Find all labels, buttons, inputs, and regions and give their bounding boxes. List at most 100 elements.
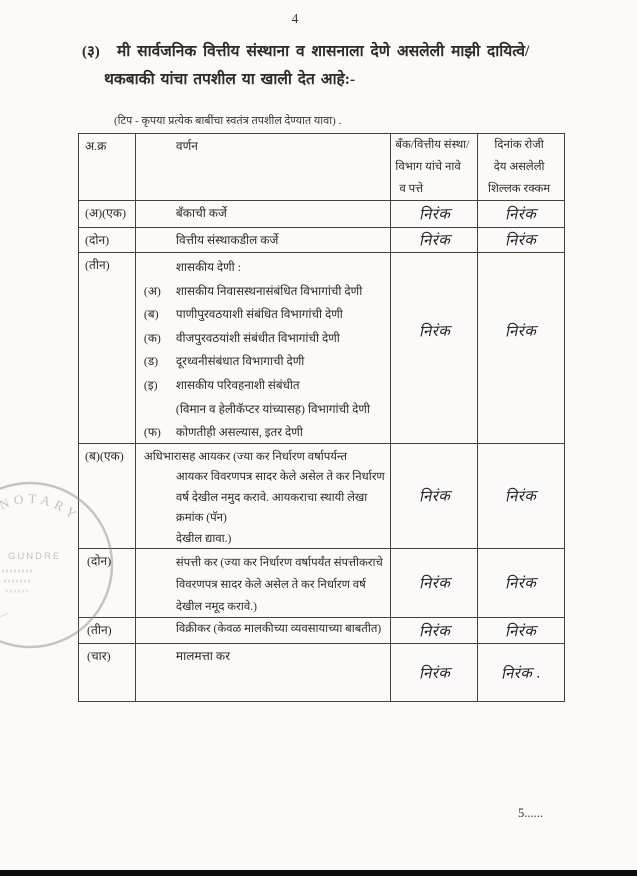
table-row-income-tax: (ब)(एक) अधिभारासह आयकर (ज्या कर निर्धारण… (79, 444, 564, 549)
description-cell: विक्रीकर (केवळ मालकीच्या व्यवसायाच्या बा… (136, 618, 392, 643)
description-text: बँकाची कर्जे (175, 206, 227, 220)
sub-item-text: पाणीपुरवठयाशी संबंधित विभागांची देणी (175, 307, 343, 322)
page-number-bottom: 5...... (518, 806, 543, 820)
clause-number: (३) (82, 44, 100, 60)
description-cell: वित्तीय संस्थाकडील कर्जे (136, 228, 392, 252)
handwritten-nil: निरंक (505, 206, 538, 224)
header-amount-line: दिनांक रोजी (494, 139, 544, 151)
description-cell: शासकीय देणी : (अ) शासकीय निवासस्थनासंबंध… (136, 253, 392, 443)
handwritten-nil: निरंक (505, 622, 538, 641)
header-bank-line: व पत्ते (399, 183, 424, 195)
handwritten-nil: निरंक (505, 575, 538, 593)
header-amount-line: देय असलेली (493, 161, 545, 173)
handwritten-nil: निरंक (418, 206, 451, 224)
liabilities-table: अ.क्र वर्णन बँक/वित्तीय संस्था/ विभाग या… (78, 133, 565, 702)
sub-item-continuation: (विमान व हेलीकॅप्टर यांच्यासह) विभागांची… (136, 398, 390, 422)
header-bank-line: बँक/वित्तीय संस्था/ (395, 139, 470, 151)
bank-value-cell: निरंक (391, 549, 479, 617)
instruction-note: (टिप - कृपया प्रत्येक बाबींचा स्वतंत्र त… (114, 115, 342, 127)
handwritten-nil: निरंक (418, 622, 451, 641)
amount-value-cell: निरंक (478, 253, 564, 443)
description-cell: मालमत्ता कर (136, 644, 392, 701)
sub-item-letter (144, 398, 176, 422)
serial-cell: (तीन) (79, 253, 136, 443)
sub-item-letter: (अ) (143, 283, 161, 298)
description-cell: अधिभारासह आयकर (ज्या कर निर्धारण वर्षापर… (136, 444, 392, 548)
description-text: वित्तीय संस्थाकडील कर्जे (175, 233, 279, 247)
description-text: मालमत्ता कर (175, 649, 231, 663)
bank-value-cell: निरंक (391, 444, 479, 548)
description-cell: संपत्ती कर (ज्या कर निर्धारण वर्षापर्यंत… (136, 549, 392, 617)
table-row-property-tax: (चार) मालमत्ता कर निरंक निरंक . (79, 644, 564, 701)
sub-item-letter: (क) (143, 330, 161, 345)
handwritten-nil: निरंक (418, 323, 451, 341)
sub-item-text: वीजपुरवठयांशी संबंधीत विभागांची देणी (175, 330, 340, 345)
table-row-wealth-tax: (दोन) संपत्ती कर (ज्या कर निर्धारण वर्षा… (79, 549, 564, 618)
amount-value-cell: निरंक . (478, 644, 564, 701)
serial-cell: (चार) (79, 644, 136, 701)
header-bank: बँक/वित्तीय संस्था/ विभाग यांचे नावे व प… (391, 134, 479, 200)
stamp-stray-stroke (0, 612, 9, 619)
heading-line-1: मी सार्वजनिक वित्तीय संस्थाना व शासनाला … (117, 43, 530, 60)
description-line: वर्ष देखील नमुद करावे. आयकराचा स्थायी ले… (175, 491, 368, 504)
sub-item-text: दूरध्वनीसंबंधात विभागाची देणी (175, 354, 305, 369)
stamp-name-text: GUNDRE (8, 551, 61, 562)
table-row-institution-loans: (दोन) वित्तीय संस्थाकडील कर्जे निरंक निर… (79, 228, 564, 253)
header-description-label: वर्णन (175, 139, 198, 153)
handwritten-nil: निरंक (505, 488, 538, 506)
amount-value-cell: निरंक (478, 618, 564, 643)
bank-value-cell: निरंक (391, 644, 479, 701)
scan-edge-bar (0, 870, 637, 876)
header-serial: अ.क्र (79, 134, 136, 200)
amount-value-cell: निरंक (478, 549, 564, 617)
sub-item-text: (विमान व हेलीकॅप्टर यांच्यासह) विभागांची… (175, 401, 370, 416)
sub-item-letter: (इ) (143, 377, 158, 392)
sub-item-letter: (ब) (143, 307, 159, 322)
table-row-government-dues: (तीन) शासकीय देणी : (अ) शासकीय निवासस्थन… (79, 253, 564, 444)
sub-item: (अ) शासकीय निवासस्थनासंबंधित विभागांची द… (136, 280, 390, 304)
sub-item: (ड) दूरध्वनीसंबंधात विभागाची देणी (136, 350, 390, 374)
handwritten-nil: निरंक . (500, 664, 542, 683)
government-dues-title: शासकीय देणी : (175, 260, 241, 274)
header-amount-line: शिल्लक रक्कम (488, 183, 551, 195)
handwritten-nil: निरंक (418, 232, 451, 250)
header-description: वर्णन (136, 134, 392, 200)
sub-item: (ब) पाणीपुरवठयाशी संबंधित विभागांची देणी (136, 303, 390, 327)
description-line: आयकर विवरणपत्र सादर केले असेल ते कर निर्… (175, 471, 385, 484)
description-line: संपत्ती कर (ज्या कर निर्धारण वर्षापर्यंत… (175, 557, 383, 569)
page-number-top: 4 (291, 11, 299, 26)
serial-cell: (दोन) (79, 549, 136, 617)
description-line: देखील द्यावा.) (175, 532, 232, 545)
sub-item-letter: (ड) (143, 354, 159, 369)
sub-item: (इ) शासकीय परिवहनाशी संबंधीत (136, 374, 390, 398)
bank-value-cell: निरंक (391, 201, 479, 227)
sub-item-text: कोणतीही असल्यास, इतर देणी (175, 425, 303, 440)
handwritten-nil: निरंक (418, 664, 451, 683)
handwritten-nil: निरंक (418, 488, 451, 506)
serial-cell: (दोन) (79, 228, 136, 252)
serial-cell: (ब)(एक) (79, 444, 136, 548)
serial-cell: (तीन) (79, 618, 136, 643)
stamp-arc-text: & NOTARY (0, 465, 83, 569)
heading-line-2: थकबाकी यांचा तपशील या खाली देत आहे:- (104, 71, 356, 88)
bank-value-cell: निरंक (391, 253, 479, 443)
handwritten-nil: निरंक (505, 232, 538, 250)
sub-item-text: शासकीय निवासस्थनासंबंधित विभागांची देणी (175, 283, 363, 298)
serial-cell: (अ)(एक) (79, 201, 136, 227)
sub-item: (क) वीजपुरवठयांशी संबंधीत विभागांची देणी (136, 327, 390, 351)
header-bank-line: विभाग यांचे नावे (395, 161, 461, 173)
bank-value-cell: निरंक (391, 618, 479, 643)
sub-item-letter: (फ) (143, 425, 161, 440)
bank-value-cell: निरंक (391, 228, 479, 252)
table-row-bank-loans: (अ)(एक) बँकाची कर्जे निरंक निरंक (79, 201, 564, 228)
description-line: देखील नमूद करावे.) (175, 601, 257, 613)
sub-item-text: शासकीय परिवहनाशी संबंधीत (175, 377, 300, 392)
table-row-sales-tax: (तीन) विक्रीकर (केवळ मालकीच्या व्यवसायाच… (79, 618, 564, 644)
description-line: विवरणपत्र सादर केले असेल ते कर निर्धारण … (175, 579, 366, 591)
table-header-row: अ.क्र वर्णन बँक/वित्तीय संस्था/ विभाग या… (79, 134, 564, 201)
description-text: विक्रीकर (केवळ मालकीच्या व्यवसायाच्या बा… (175, 623, 382, 635)
amount-value-cell: निरंक (478, 444, 564, 548)
amount-value-cell: निरंक (478, 228, 564, 252)
sub-item: (फ) कोणतीही असल्यास, इतर देणी (136, 421, 390, 443)
